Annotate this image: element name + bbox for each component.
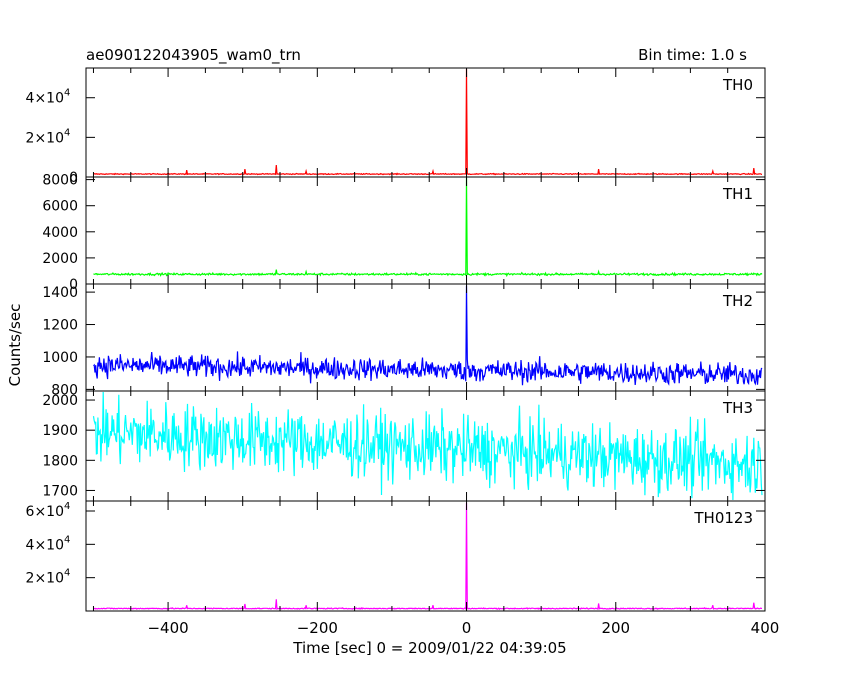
x-tick-label: 400	[751, 619, 780, 637]
series-line-th0123	[93, 502, 762, 611]
y-tick-exponent: 4	[64, 568, 70, 579]
y-tick-label: 800	[51, 382, 78, 398]
y-tick-label: 1400	[42, 285, 78, 301]
y-tick-label: 2×10	[26, 130, 64, 146]
panel-th1: 0 2000 4000 6000 8000 TH1	[42, 173, 766, 293]
y-tick-label: 1000	[42, 350, 78, 366]
series-line-th0	[93, 68, 763, 176]
panel-th2: 800 1000 1200 1400 TH2	[42, 283, 766, 398]
y-tick-label: 1800	[42, 453, 78, 469]
y-tick-label: 6000	[42, 199, 78, 215]
y-tick-label: 2000	[42, 393, 78, 409]
bin-time-label: Bin time: 1.0 s	[638, 46, 747, 64]
panel-name-label: TH2	[722, 292, 753, 310]
panel-name-label: TH1	[722, 185, 753, 203]
y-tick-label: 4000	[42, 225, 78, 241]
x-tick-label: −200	[297, 619, 338, 637]
y-tick-label: 2000	[42, 251, 78, 267]
panel-frame	[85, 176, 766, 285]
x-tick-label: 200	[601, 619, 630, 637]
y-axis-label: Counts/sec	[6, 304, 24, 387]
y-tick-label: 4×10	[26, 91, 64, 107]
panel-name-label: TH0123	[693, 509, 753, 527]
y-tick-label: 1700	[42, 483, 78, 499]
y-tick-label: 4×10	[26, 537, 64, 553]
y-tick-label: 1200	[42, 318, 78, 334]
series-line-th1	[93, 177, 763, 278]
y-tick-exponent: 4	[64, 534, 70, 545]
y-tick-label: 6×10	[26, 504, 64, 520]
y-tick-label: 0	[69, 277, 78, 293]
panels-group: 02×10 44×10 4 TH002000400060008000TH1800100…	[26, 67, 780, 637]
x-tick-label: 0	[462, 619, 472, 637]
y-tick-exponent: 4	[64, 88, 70, 99]
y-tick-label: 2×10	[26, 571, 64, 587]
panel-frame	[85, 500, 766, 612]
y-tick-label: 0	[69, 170, 78, 186]
panel-frame	[85, 67, 766, 178]
y-tick-label: 1900	[42, 423, 78, 439]
panel-th3: 1700 1800 1900 2000 TH3	[42, 390, 766, 502]
panel-name-label: TH3	[722, 399, 753, 417]
y-tick-label: 8000	[42, 173, 78, 189]
panel-name-label: TH0	[722, 76, 753, 94]
y-tick-exponent: 4	[64, 127, 70, 138]
x-axis-label: Time [sec] 0 = 2009/01/22 04:39:05	[292, 639, 566, 657]
x-tick-label: −400	[147, 619, 188, 637]
series-line-th2	[93, 285, 763, 386]
y-tick-exponent: 4	[64, 501, 70, 512]
series-line-th3	[92, 391, 763, 501]
panel-th0: 02×10 44×10 4 TH0	[26, 67, 766, 186]
chart-title: ae090122043905_wam0_trn	[86, 46, 301, 65]
